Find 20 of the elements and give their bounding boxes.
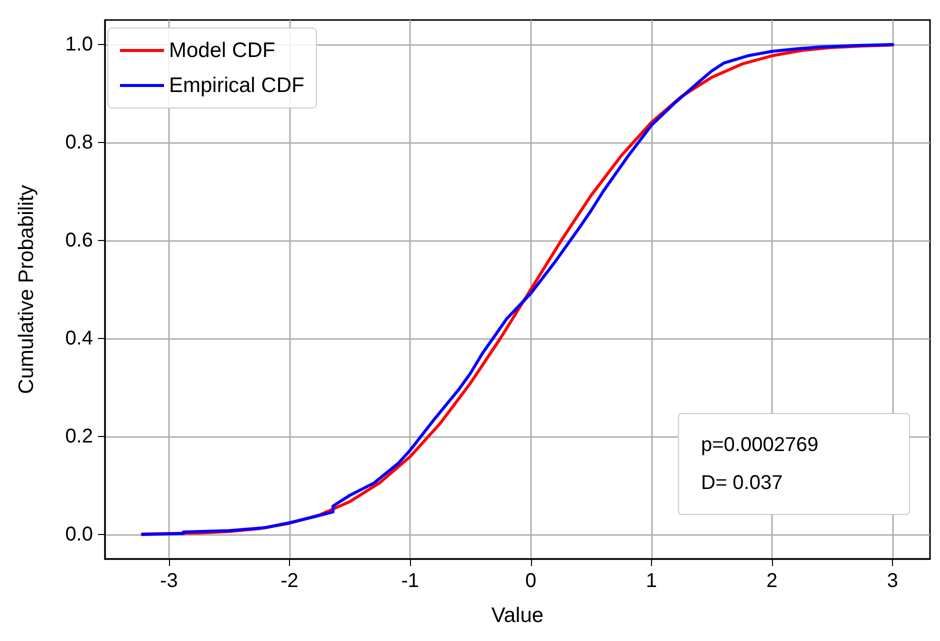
y-axis-title: Cumulative Probability (15, 184, 38, 394)
x-tick-label: 1 (646, 570, 657, 592)
x-tick-label: 2 (766, 570, 778, 592)
y-tick-label: 1.0 (65, 34, 93, 56)
legend-label: Model CDF (169, 39, 276, 62)
x-tick-label: 0 (525, 570, 536, 592)
y-tick-label: 0.8 (65, 132, 93, 154)
y-tick-label: 0.6 (65, 230, 93, 252)
x-tick-label: 3 (887, 570, 898, 592)
annotation: p=0.0002769 (701, 433, 820, 458)
legend-label: Empirical CDF (169, 74, 304, 97)
note-box: p=0.0002769 D= 0.037 (678, 413, 910, 515)
x-axis-title: Value (491, 604, 544, 627)
x-tick-label: -3 (160, 570, 178, 592)
y-tick-label: 0.0 (65, 524, 93, 546)
y-tick-label: 0.4 (65, 328, 93, 350)
x-tick-label: -2 (280, 570, 298, 592)
y-tick-label: 0.2 (65, 426, 93, 448)
annotation: D= 0.037 (701, 471, 784, 496)
x-tick-label: -1 (401, 570, 420, 592)
